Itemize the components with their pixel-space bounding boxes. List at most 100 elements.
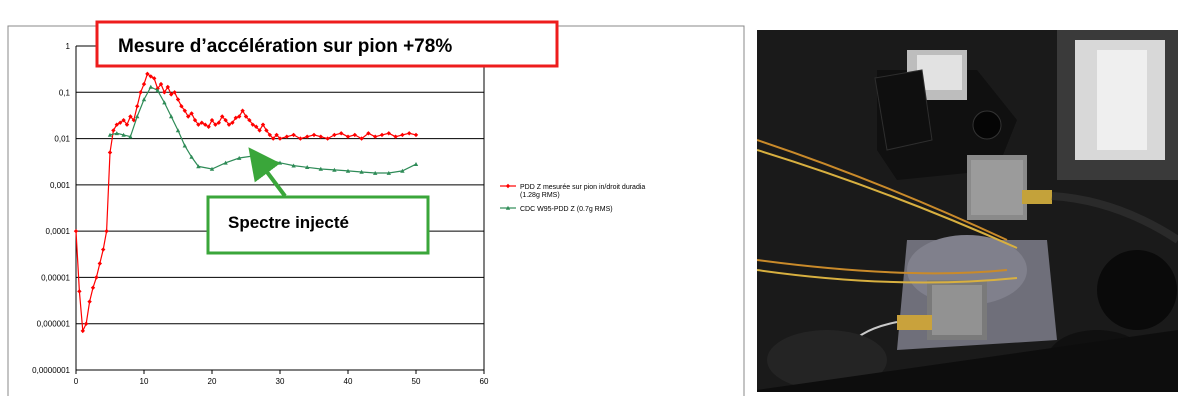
data-point xyxy=(94,275,99,280)
data-point xyxy=(277,136,283,141)
data-point xyxy=(87,299,92,304)
data-point xyxy=(216,120,221,125)
data-point xyxy=(413,161,419,166)
data-point xyxy=(291,132,296,138)
legend-label: PDD Z mesurée sur pion in/droit duradia(… xyxy=(520,184,645,199)
data-point xyxy=(135,114,140,119)
data-point xyxy=(138,90,143,95)
data-point xyxy=(121,132,126,137)
data-point xyxy=(379,132,385,138)
data-point xyxy=(203,122,208,127)
data-point xyxy=(260,122,266,127)
data-point xyxy=(73,228,79,234)
data-point xyxy=(233,115,238,121)
data-point xyxy=(192,117,198,123)
data-point xyxy=(121,117,126,123)
data-point xyxy=(247,117,252,123)
data-point xyxy=(90,285,96,290)
data-point xyxy=(352,132,357,138)
y-tick-label: 0,01 xyxy=(54,135,70,144)
data-point xyxy=(77,289,82,294)
data-point xyxy=(107,150,113,155)
legend-swatch-marker xyxy=(505,205,511,210)
data-point xyxy=(284,134,289,139)
data-point xyxy=(186,114,191,119)
data-point xyxy=(271,136,276,141)
data-point xyxy=(169,114,174,119)
data-point xyxy=(257,128,262,133)
data-point xyxy=(148,84,153,89)
data-point xyxy=(165,84,170,90)
data-point xyxy=(305,134,310,139)
data-point xyxy=(182,143,187,148)
series-line-1 xyxy=(109,86,417,174)
data-point xyxy=(128,114,133,119)
data-point xyxy=(104,228,109,234)
data-point xyxy=(209,117,215,123)
data-point xyxy=(196,164,201,169)
callout-top-box xyxy=(95,20,559,68)
accelerometer-photo xyxy=(756,30,1181,392)
data-point xyxy=(366,131,371,136)
data-point xyxy=(373,170,378,175)
data-point xyxy=(152,76,157,81)
legend-swatch-marker xyxy=(505,183,511,189)
callout-top-text: Mesure d’accélération sur pion +78% xyxy=(118,36,452,57)
data-point xyxy=(386,131,391,136)
data-point xyxy=(345,168,351,173)
data-point xyxy=(182,108,187,113)
data-point xyxy=(162,100,167,105)
data-point xyxy=(359,169,364,174)
data-point xyxy=(250,122,255,127)
data-point xyxy=(175,128,181,133)
data-point xyxy=(189,154,194,159)
x-tick-label: 20 xyxy=(208,377,217,386)
data-point xyxy=(155,88,160,93)
data-point xyxy=(169,92,174,97)
data-point xyxy=(148,74,153,79)
x-tick-label: 40 xyxy=(344,377,353,386)
y-tick-label: 1 xyxy=(66,42,71,51)
data-point xyxy=(311,132,317,138)
axes-layer: 0,0000001 0,000001 0,00001 0,0001 0,001 0,01 0… xyxy=(32,42,489,386)
data-point xyxy=(400,168,405,173)
data-point xyxy=(114,131,119,136)
data-point xyxy=(291,163,296,168)
data-point xyxy=(413,132,419,138)
x-tick-label: 0 xyxy=(74,377,79,386)
data-point xyxy=(318,166,323,171)
callout-arrow xyxy=(248,147,287,198)
data-point xyxy=(345,134,351,139)
data-point xyxy=(243,114,249,119)
data-point xyxy=(332,132,337,138)
data-point xyxy=(298,136,303,141)
data-point xyxy=(114,122,119,127)
data-point xyxy=(407,131,412,136)
data-point xyxy=(175,97,181,102)
y-tick-label: 0,00001 xyxy=(41,273,70,282)
data-point xyxy=(145,71,150,77)
data-point xyxy=(141,81,147,87)
chart-svg: 0,0000001 0,000001 0,00001 0,0001 0,001 0,01 0… xyxy=(7,20,745,396)
data-point xyxy=(101,247,106,252)
data-point xyxy=(223,160,228,165)
data-point xyxy=(267,132,272,138)
data-point xyxy=(141,97,147,102)
data-point xyxy=(223,117,228,123)
data-point xyxy=(107,132,113,137)
data-point xyxy=(226,122,232,127)
data-point xyxy=(97,261,102,266)
data-point xyxy=(386,170,391,175)
data-point xyxy=(305,165,310,170)
data-point xyxy=(325,136,330,141)
data-point xyxy=(213,122,218,127)
data-point xyxy=(172,90,177,95)
y-tick-label: 0,000001 xyxy=(37,320,71,329)
data-point xyxy=(206,124,211,129)
data-point xyxy=(158,81,164,87)
data-point xyxy=(332,167,337,172)
y-tick-label: 0,001 xyxy=(50,181,71,190)
data-point xyxy=(254,124,259,129)
callout-bottom-box xyxy=(206,195,430,255)
data-point xyxy=(124,122,130,127)
